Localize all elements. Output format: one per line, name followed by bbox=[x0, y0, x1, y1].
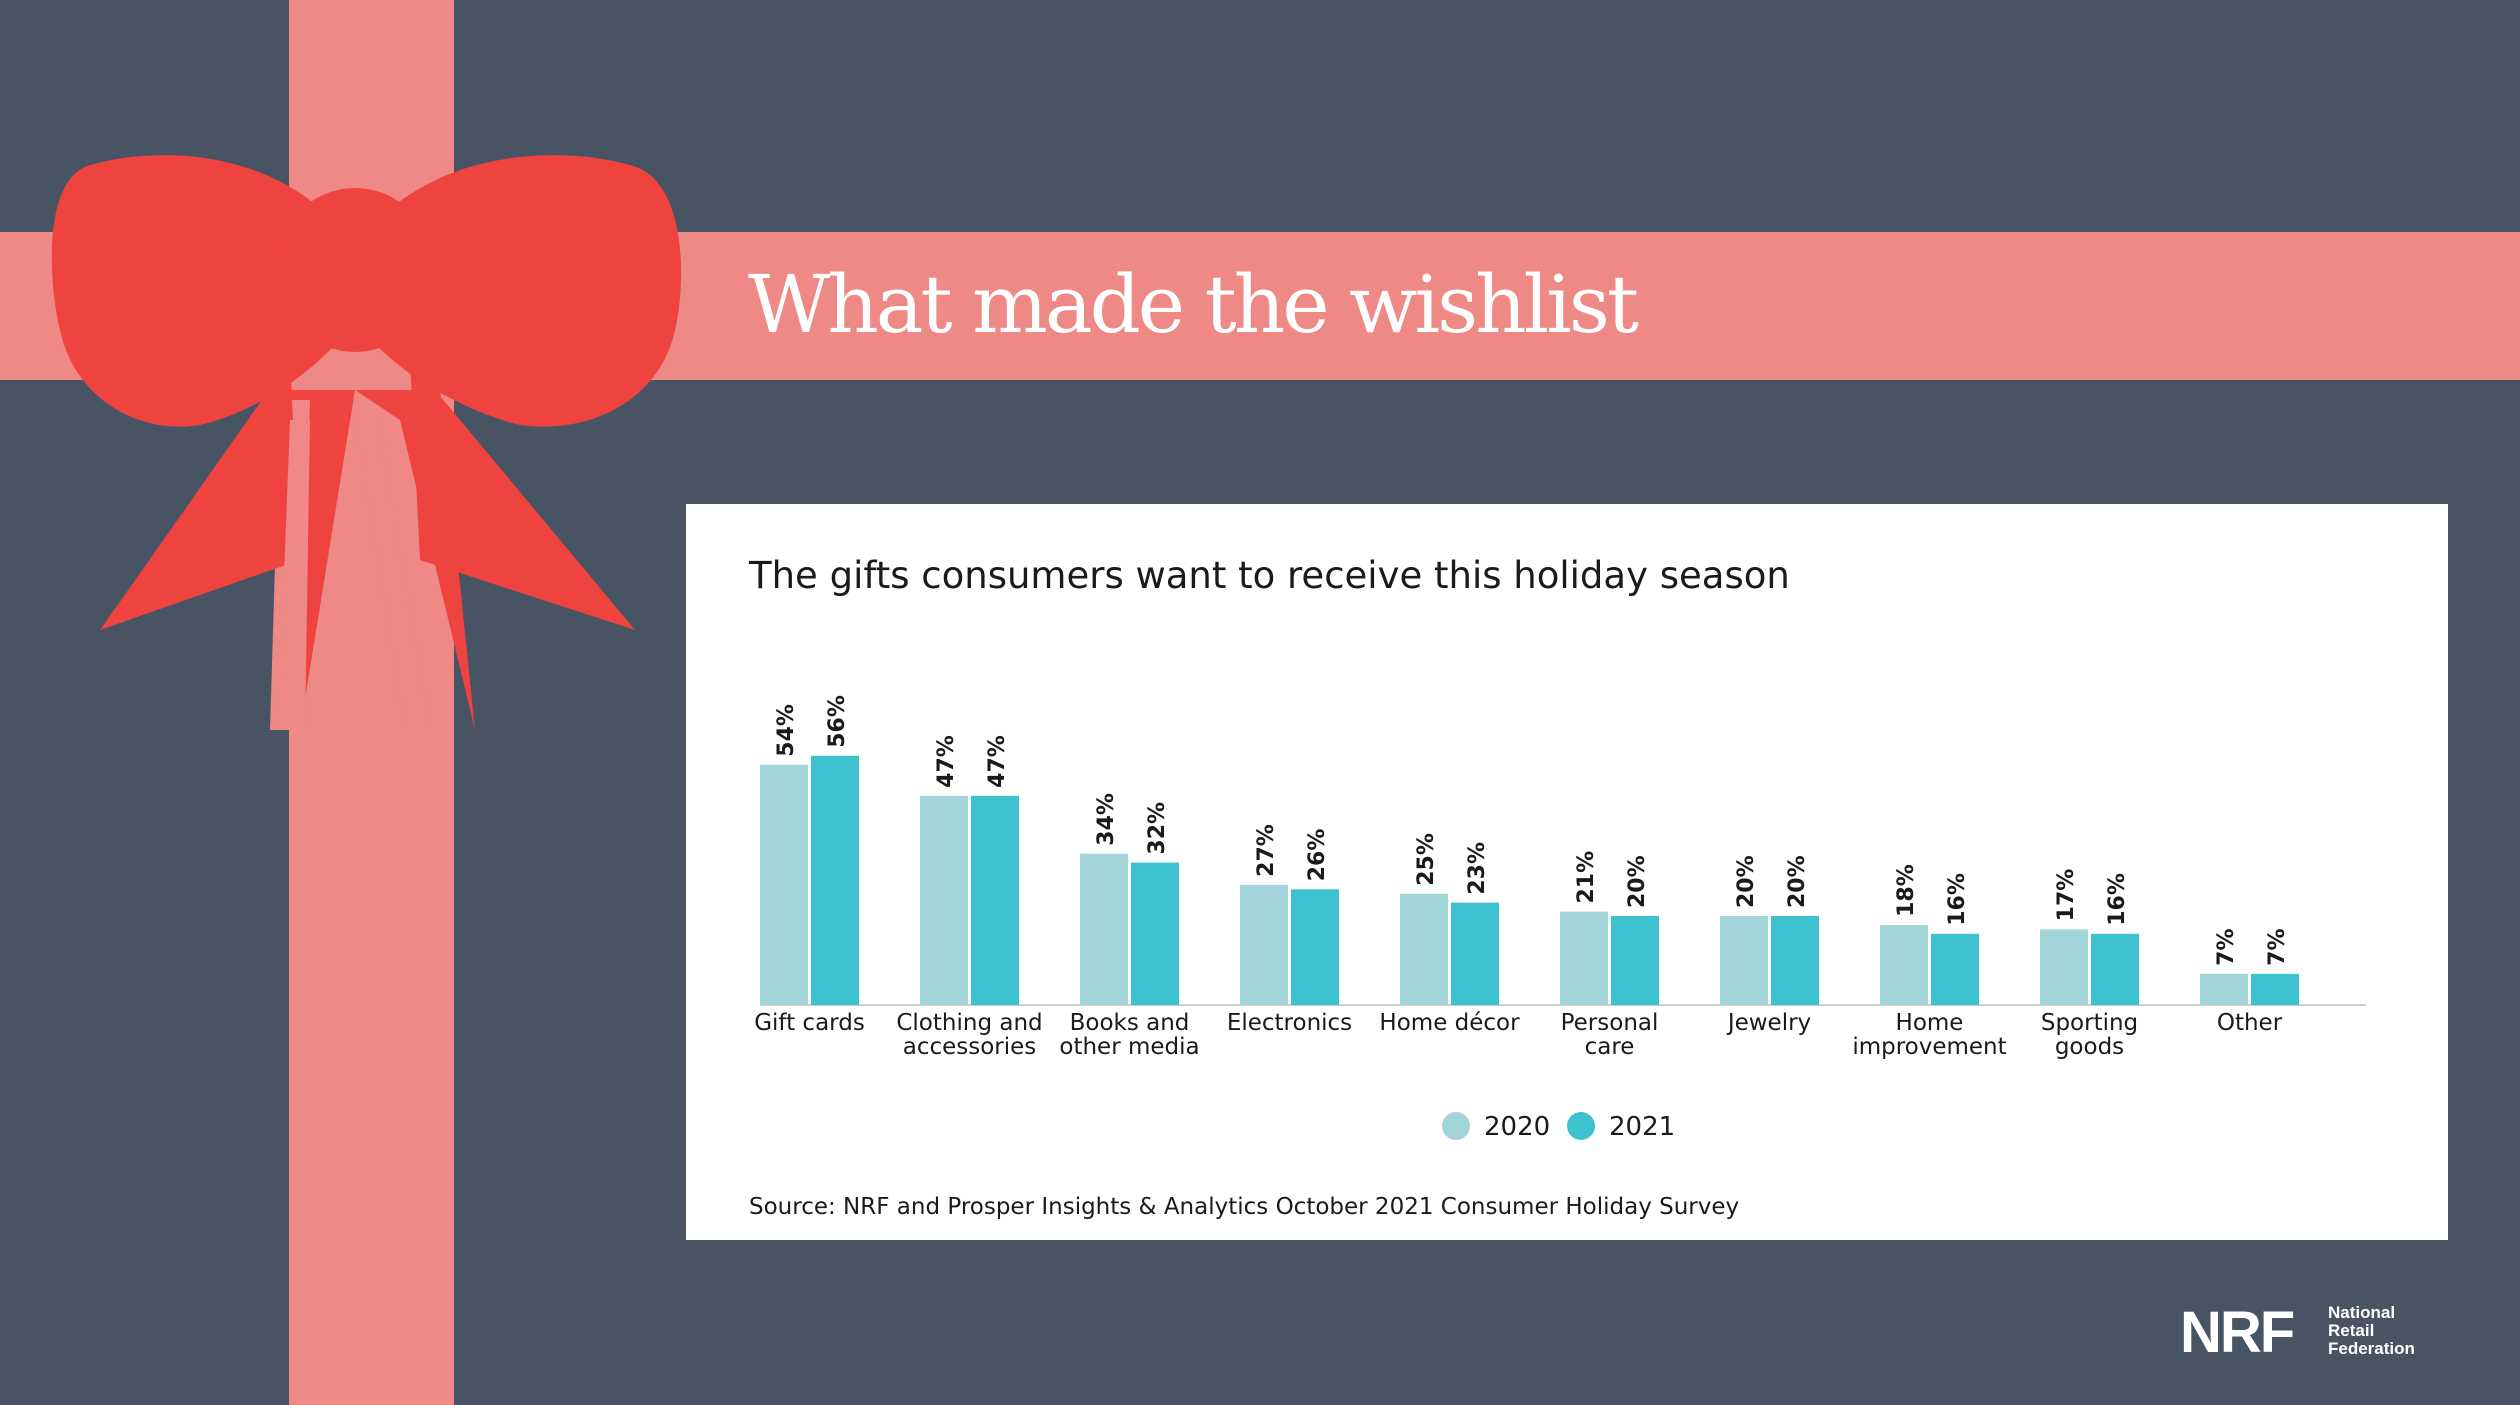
bar-2021-3 bbox=[1291, 889, 1339, 1005]
bar-2021-6 bbox=[1771, 916, 1819, 1005]
data-label-2020-0: 54% bbox=[774, 704, 799, 757]
category-label-2-1: other media bbox=[1059, 1034, 1199, 1060]
data-label-2021-7: 16% bbox=[1945, 873, 1970, 926]
data-label-2020-2: 34% bbox=[1094, 793, 1119, 846]
nrf-logo-mark: NRF bbox=[2180, 1300, 2294, 1360]
data-label-2020-7: 18% bbox=[1894, 864, 1919, 917]
chart-card: The gifts consumers want to receive this… bbox=[686, 504, 2448, 1240]
data-label-2020-3: 27% bbox=[1254, 824, 1279, 877]
nrf-logo-line-2: Retail bbox=[2328, 1321, 2374, 1340]
category-label-9-0: Other bbox=[2217, 1010, 2283, 1036]
bar-2020-5 bbox=[1560, 911, 1608, 1005]
category-label-1-1: accessories bbox=[903, 1034, 1037, 1060]
data-label-2021-5: 20% bbox=[1625, 855, 1650, 908]
category-label-1-0: Clothing and bbox=[896, 1010, 1042, 1036]
data-label-2021-4: 23% bbox=[1465, 842, 1490, 895]
data-label-2020-8: 17% bbox=[2054, 869, 2079, 922]
chart-subtitle: The gifts consumers want to receive this… bbox=[749, 554, 1790, 597]
category-label-4-0: Home décor bbox=[1379, 1010, 1520, 1036]
category-label-5-1: care bbox=[1585, 1034, 1635, 1060]
nrf-logo-line-1: National bbox=[2328, 1303, 2395, 1322]
data-label-2020-4: 25% bbox=[1414, 833, 1439, 886]
nrf-logo-line-3: Federation bbox=[2328, 1339, 2415, 1358]
data-label-2021-2: 32% bbox=[1145, 802, 1170, 855]
bar-2021-8 bbox=[2091, 933, 2139, 1005]
legend-label-2021: 2021 bbox=[1609, 1112, 1675, 1142]
bar-2021-1 bbox=[971, 795, 1019, 1005]
bar-chart: 54% 56% Gift cards 47% 47% Clothing andaccess… bbox=[754, 695, 2366, 1142]
data-label-2021-1: 47% bbox=[985, 735, 1010, 788]
bar-2020-6 bbox=[1720, 916, 1768, 1005]
nrf-logo: NRF National Retail Federation bbox=[2180, 1300, 2415, 1360]
category-label-8-1: goods bbox=[2055, 1034, 2124, 1060]
bar-2021-0 bbox=[811, 755, 859, 1005]
category-label-7-1: improvement bbox=[1852, 1034, 2006, 1060]
gift-bow-icon bbox=[51, 155, 682, 730]
data-label-2020-9: 7% bbox=[2214, 928, 2239, 965]
bar-2020-1 bbox=[920, 795, 968, 1005]
data-label-2020-6: 20% bbox=[1734, 855, 1759, 908]
category-label-0-0: Gift cards bbox=[754, 1010, 865, 1036]
category-label-8-0: Sporting bbox=[2041, 1010, 2138, 1036]
category-label-3-0: Electronics bbox=[1227, 1010, 1352, 1036]
bar-2020-4 bbox=[1400, 893, 1448, 1005]
data-label-2020-5: 21% bbox=[1574, 851, 1599, 904]
data-label-2021-9: 7% bbox=[2265, 928, 2290, 965]
page-headline: What made the wishlist bbox=[748, 258, 1639, 351]
bar-2020-7 bbox=[1880, 924, 1928, 1005]
category-label-5-0: Personal bbox=[1561, 1010, 1659, 1036]
data-label-2021-6: 20% bbox=[1785, 855, 1810, 908]
bar-2020-0 bbox=[760, 764, 808, 1005]
bar-2021-7 bbox=[1931, 933, 1979, 1005]
source-note: Source: NRF and Prosper Insights & Analy… bbox=[749, 1194, 1740, 1220]
category-label-6-0: Jewelry bbox=[1726, 1010, 1811, 1036]
bar-2020-3 bbox=[1240, 884, 1288, 1005]
category-label-2-0: Books and bbox=[1070, 1010, 1190, 1036]
data-label-2021-8: 16% bbox=[2105, 873, 2130, 926]
data-label-2020-1: 47% bbox=[934, 735, 959, 788]
bar-2021-5 bbox=[1611, 916, 1659, 1005]
bar-2020-2 bbox=[1080, 853, 1128, 1005]
bar-2020-9 bbox=[2200, 973, 2248, 1005]
bar-2021-2 bbox=[1131, 862, 1179, 1005]
bar-2021-9 bbox=[2251, 973, 2299, 1005]
data-label-2021-0: 56% bbox=[825, 695, 850, 748]
data-label-2021-3: 26% bbox=[1305, 829, 1330, 882]
bar-2021-4 bbox=[1451, 902, 1499, 1005]
legend-label-2020: 2020 bbox=[1484, 1112, 1550, 1142]
bar-2020-8 bbox=[2040, 929, 2088, 1005]
legend-swatch-2021 bbox=[1567, 1112, 1595, 1140]
category-label-7-0: Home bbox=[1896, 1010, 1964, 1036]
legend-swatch-2020 bbox=[1442, 1112, 1470, 1140]
